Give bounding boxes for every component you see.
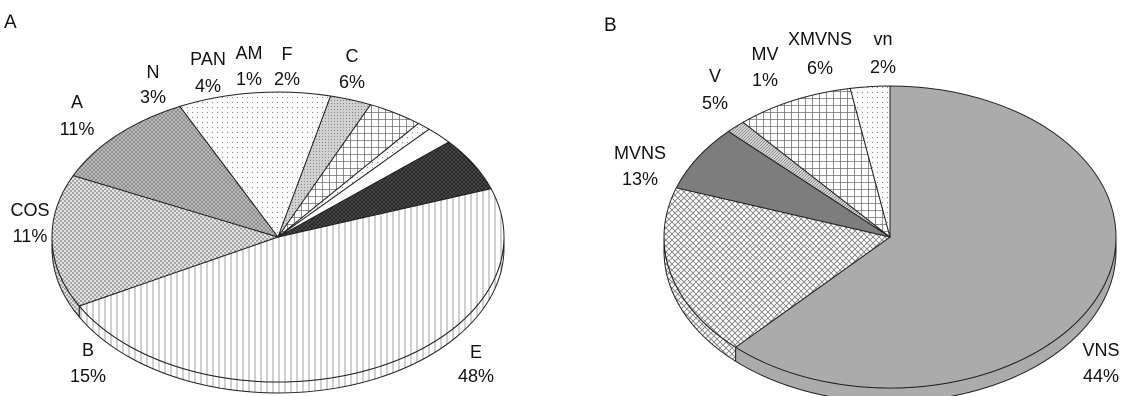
pie-b-label-v: V (709, 66, 721, 86)
pie-b-label-vns: VNS (1082, 340, 1119, 360)
pie-a-labels: E 48% B 15% COS 11% A 11% N 3% PAN 4% AM 1% F 2% C 6% (10, 43, 494, 386)
pie-a-label-e: E (470, 342, 482, 362)
pie-a-percent-n: 3% (140, 87, 166, 107)
pie-b-percent-vn: 2% (870, 57, 896, 77)
pie-a-label-n: N (147, 62, 160, 82)
pie-a-percent-b: 15% (70, 366, 106, 386)
pie-a-slice-c (277, 141, 492, 238)
pie-a-percent-cos: 11% (13, 226, 48, 246)
pie-chart-b: B VNS 44% MVNS 13% V 5% MV 1% XMVNS 6% vn 2% (604, 15, 1120, 396)
pie-b-label-mv: MV (752, 44, 779, 64)
pie-a-label-a: A (71, 92, 83, 112)
pie-a-label-cos: COS (10, 200, 49, 220)
pie-b-percent-mv: 1% (752, 70, 778, 90)
pie-a-slice-e (78, 188, 505, 383)
pie-b-slice-vn (849, 85, 891, 238)
pie-a-slice-cos (72, 105, 280, 238)
pie-a-label-pan: PAN (190, 49, 226, 69)
pie-b-label-mvns: MVNS (614, 143, 666, 163)
pie-chart-a: A E 48% B 15% COS 11% A 11% N 3% PAN 4% AM 1% F 2% C 6% (4, 12, 505, 394)
pie-b-percent-vns: 44% (1083, 366, 1119, 386)
panel-label-a: A (4, 12, 17, 33)
pie-a-percent-c: 6% (339, 72, 365, 92)
pie-a-label-b: B (82, 340, 94, 360)
pie-a-percent-am: 1% (236, 69, 262, 89)
pie-b-percent-mvns: 13% (622, 169, 658, 189)
pie-b-label-vn: vn (873, 29, 892, 49)
pie-a-percent-e: 48% (458, 366, 494, 386)
pie-b-slice-xmvns (742, 87, 891, 239)
pie-a-percent-pan: 4% (195, 76, 221, 96)
pie-a-percent-a: 11% (60, 119, 95, 139)
pie-a-label-c: C (346, 46, 359, 66)
pie-b-slices (663, 85, 1117, 389)
pie-b-slice-vns (734, 85, 1117, 389)
pie-a-slice-a (179, 91, 332, 239)
pie-a-slice-b (51, 175, 280, 307)
panel-label-b: B (604, 15, 617, 36)
pie-b-percent-xmvns: 6% (807, 58, 833, 78)
pie-b-percent-v: 5% (702, 93, 728, 113)
pie-b-labels: VNS 44% MVNS 13% V 5% MV 1% XMVNS 6% vn 2% (614, 29, 1120, 386)
pie-a-slices (51, 91, 505, 383)
pie-a-percent-f: 2% (274, 69, 300, 89)
pie-a-label-f: F (282, 44, 293, 64)
pie-a-label-am: AM (236, 43, 263, 63)
pie-b-slice-mvns (663, 187, 892, 348)
pie-b-label-xmvns: XMVNS (788, 29, 852, 49)
